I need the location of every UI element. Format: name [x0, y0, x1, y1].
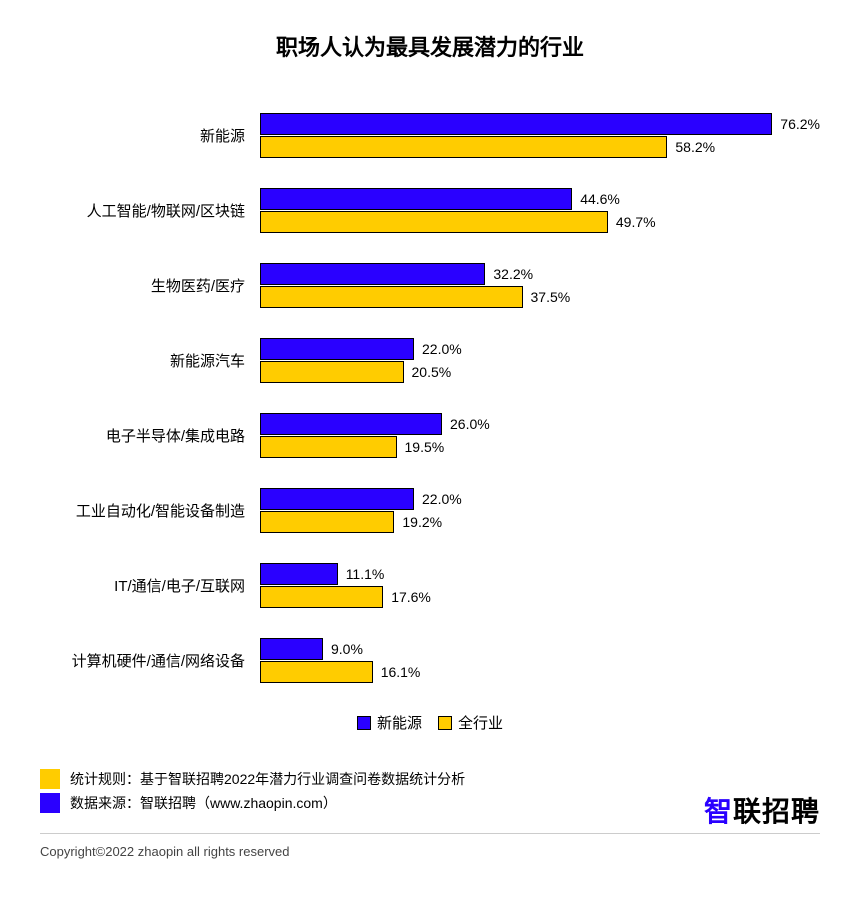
- chart-row: 电子半导体/集成电路 26.0% 19.5%: [40, 412, 820, 459]
- chart-row: 新能源汽车 22.0% 20.5%: [40, 337, 820, 384]
- bar: [260, 338, 414, 360]
- note-row: 统计规则：基于智联招聘2022年潜力行业调查问卷数据统计分析: [40, 769, 820, 789]
- legend: 新能源 全行业: [40, 712, 820, 734]
- copyright: Copyright©2022 zhaopin all rights reserv…: [40, 844, 820, 859]
- bar-wrap: 9.0%: [260, 638, 820, 660]
- bar-wrap: 76.2%: [260, 113, 820, 135]
- note-text: 统计规则：基于智联招聘2022年潜力行业调查问卷数据统计分析: [70, 769, 465, 789]
- value-label: 17.6%: [391, 589, 431, 605]
- bar-wrap: 19.5%: [260, 436, 820, 458]
- value-label: 11.1%: [346, 566, 385, 582]
- note-swatch: [40, 769, 60, 789]
- bar: [260, 361, 404, 383]
- bar: [260, 136, 667, 158]
- bar-wrap: 26.0%: [260, 413, 820, 435]
- bar-wrap: 49.7%: [260, 211, 820, 233]
- chart-row: 计算机硬件/通信/网络设备 9.0% 16.1%: [40, 637, 820, 684]
- bar-wrap: 22.0%: [260, 488, 820, 510]
- value-label: 16.1%: [381, 664, 421, 680]
- value-label: 32.2%: [493, 266, 533, 282]
- category-label: 新能源: [40, 125, 260, 146]
- bar-group: 76.2% 58.2%: [260, 112, 820, 159]
- bar-wrap: 37.5%: [260, 286, 820, 308]
- bar-group: 22.0% 20.5%: [260, 337, 820, 384]
- legend-item: 全行业: [438, 712, 503, 733]
- bar: [260, 586, 383, 608]
- value-label: 19.5%: [405, 439, 445, 455]
- bar-group: 32.2% 37.5%: [260, 262, 820, 309]
- value-label: 9.0%: [331, 641, 363, 657]
- category-label: 工业自动化/智能设备制造: [40, 500, 260, 521]
- category-label: 人工智能/物联网/区块链: [40, 200, 260, 221]
- legend-label: 全行业: [458, 712, 503, 733]
- bar: [260, 638, 323, 660]
- bar-group: 22.0% 19.2%: [260, 487, 820, 534]
- bar-wrap: 58.2%: [260, 136, 820, 158]
- bar: [260, 511, 394, 533]
- legend-swatch: [438, 716, 452, 730]
- chart-row: 新能源 76.2% 58.2%: [40, 112, 820, 159]
- value-label: 44.6%: [580, 191, 620, 207]
- bar: [260, 436, 397, 458]
- value-label: 19.2%: [402, 514, 442, 530]
- bar-wrap: 20.5%: [260, 361, 820, 383]
- chart-area: 新能源 76.2% 58.2% 人工智能/物联网/区块链 44.6% 49.7% 生物医药/…: [40, 112, 820, 684]
- chart-title: 职场人认为最具发展潜力的行业: [40, 30, 820, 62]
- bar: [260, 563, 338, 585]
- bar-wrap: 11.1%: [260, 563, 820, 585]
- bar: [260, 286, 523, 308]
- note-swatch: [40, 793, 60, 813]
- bar-group: 26.0% 19.5%: [260, 412, 820, 459]
- value-label: 20.5%: [412, 364, 452, 380]
- note-text: 数据来源：智联招聘（www.zhaopin.com）: [70, 793, 337, 813]
- category-label: 生物医药/医疗: [40, 275, 260, 296]
- chart-row: 生物医药/医疗 32.2% 37.5%: [40, 262, 820, 309]
- value-label: 76.2%: [780, 116, 820, 132]
- value-label: 22.0%: [422, 491, 462, 507]
- divider: [40, 833, 820, 834]
- bar-wrap: 19.2%: [260, 511, 820, 533]
- bar: [260, 661, 373, 683]
- bar-group: 44.6% 49.7%: [260, 187, 820, 234]
- bar: [260, 263, 485, 285]
- legend-swatch: [357, 716, 371, 730]
- legend-label: 新能源: [377, 712, 422, 733]
- value-label: 37.5%: [531, 289, 571, 305]
- bar-wrap: 44.6%: [260, 188, 820, 210]
- value-label: 49.7%: [616, 214, 656, 230]
- bar-group: 11.1% 17.6%: [260, 562, 820, 609]
- bar-wrap: 32.2%: [260, 263, 820, 285]
- legend-item: 新能源: [357, 712, 422, 733]
- bar-wrap: 22.0%: [260, 338, 820, 360]
- bar-group: 9.0% 16.1%: [260, 637, 820, 684]
- category-label: 新能源汽车: [40, 350, 260, 371]
- category-label: 电子半导体/集成电路: [40, 425, 260, 446]
- bar: [260, 488, 414, 510]
- bar-wrap: 16.1%: [260, 661, 820, 683]
- bar-wrap: 17.6%: [260, 586, 820, 608]
- brand-logo: 智联招聘: [704, 790, 820, 830]
- bar: [260, 211, 608, 233]
- chart-row: 人工智能/物联网/区块链 44.6% 49.7%: [40, 187, 820, 234]
- value-label: 58.2%: [675, 139, 715, 155]
- bar: [260, 188, 572, 210]
- bar: [260, 113, 772, 135]
- chart-row: IT/通信/电子/互联网 11.1% 17.6%: [40, 562, 820, 609]
- logo-part2: 联招聘: [733, 796, 820, 827]
- bar: [260, 413, 442, 435]
- logo-part1: 智: [704, 796, 733, 827]
- category-label: 计算机硬件/通信/网络设备: [40, 650, 260, 671]
- category-label: IT/通信/电子/互联网: [40, 575, 260, 596]
- value-label: 26.0%: [450, 416, 490, 432]
- value-label: 22.0%: [422, 341, 462, 357]
- chart-row: 工业自动化/智能设备制造 22.0% 19.2%: [40, 487, 820, 534]
